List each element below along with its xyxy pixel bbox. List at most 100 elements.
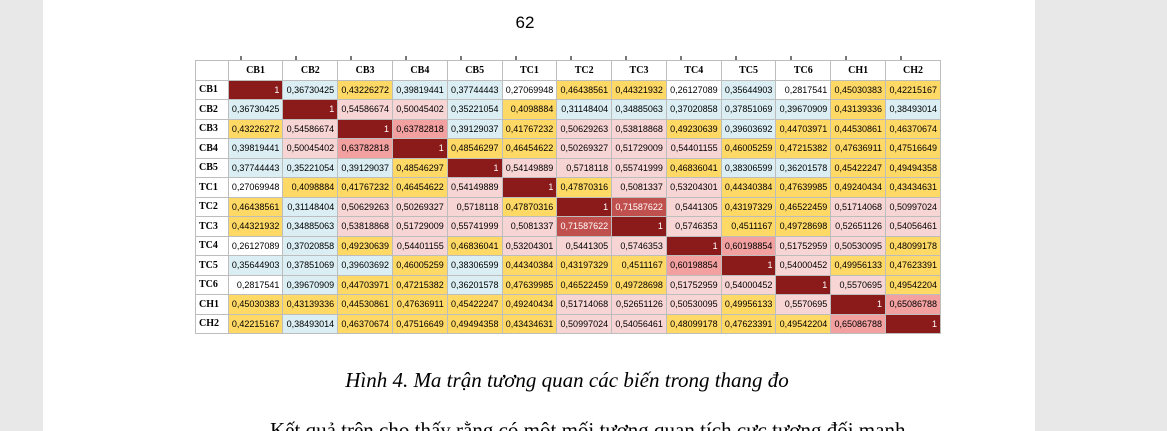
row-header: CB1	[195, 79, 229, 100]
table-cell: 0,53204301	[665, 177, 722, 198]
table-cell: 0,43139336	[282, 294, 339, 315]
table-cell: 0,34885063	[611, 99, 667, 120]
table-cell: 0,60198854	[720, 235, 777, 256]
table-cell: 0,44321932	[611, 79, 667, 100]
column-header: TC4	[665, 60, 722, 81]
table-cell: 0,50997024	[556, 313, 613, 334]
table-cell: 0,49230639	[665, 118, 722, 139]
column-header: TC1	[501, 60, 558, 81]
column-header: CB2	[282, 60, 339, 81]
table-cell: 0,34885063	[282, 216, 339, 237]
table-cell: 0,36201578	[775, 157, 832, 178]
table-row: CH2 0,42215167 0,38493014 0,46370674 0,47516…	[195, 313, 941, 334]
table-cell: 0,46836041	[446, 235, 503, 256]
correlation-matrix-image: CB1 CB2 CB3 CB4 CB5 TC1 TC2 TC3 TC4 TC5 TC6 CH1 CH2 C…	[195, 56, 941, 343]
table-cell: 0,44340384	[720, 177, 777, 198]
table-cell: 0,48099178	[665, 313, 722, 334]
table-row: TC5 0,35644903 0,37851069 0,39603692 0,46005…	[195, 255, 941, 276]
table-cell: 0,27069948	[501, 79, 558, 100]
table-cell: 0,44530861	[830, 118, 887, 139]
table-cell: 0,55741999	[446, 216, 503, 237]
diagonal-cell: 1	[556, 196, 613, 217]
table-cell: 0,54401155	[391, 235, 448, 256]
table-cell: 0,51714068	[830, 196, 887, 217]
table-cell: 0,65086788	[830, 313, 887, 334]
table-cell: 0,49240434	[830, 177, 887, 198]
table-cell: 0,50997024	[885, 196, 941, 217]
table-cell: 0,54056461	[611, 313, 667, 334]
table-cell: 0,54586674	[337, 99, 393, 120]
table-cell: 0,46370674	[885, 118, 941, 139]
table-cell: 0,38493014	[885, 99, 941, 120]
table-cell: 0,2817541	[227, 274, 284, 295]
table-cell: 0,26127089	[665, 79, 722, 100]
table-cell: 0,45422247	[830, 157, 887, 178]
table-cell: 0,39603692	[720, 118, 777, 139]
table-cell: 0,38306599	[446, 255, 503, 276]
table-cell: 0,43139336	[830, 99, 887, 120]
table-cell: 0,65086788	[885, 294, 941, 315]
table-cell: 0,41767232	[501, 118, 558, 139]
table-cell: 0,37744443	[227, 157, 284, 178]
table-cell: 0,49494358	[885, 157, 941, 178]
column-header: CH1	[830, 60, 887, 81]
table-cell: 0,5081337	[611, 177, 667, 198]
table-cell: 0,41767232	[337, 177, 393, 198]
row-header: CH2	[195, 313, 229, 334]
table-cell: 0,46522459	[775, 196, 832, 217]
table-cell: 0,47636911	[391, 294, 448, 315]
table-cell: 0,5081337	[501, 216, 558, 237]
table-cell: 0,54000452	[775, 255, 832, 276]
table-cell: 0,52651126	[611, 294, 667, 315]
column-header: CH2	[885, 60, 941, 81]
table-cell: 0,47870316	[501, 196, 558, 217]
row-header: CB3	[195, 118, 229, 139]
table-cell: 0,50045402	[282, 138, 339, 159]
diagonal-cell: 1	[830, 294, 887, 315]
table-cell: 0,47639985	[501, 274, 558, 295]
table-cell: 0,47636911	[830, 138, 887, 159]
table-cell: 0,54149889	[446, 177, 503, 198]
figure-caption: Hình 4. Ma trận tương quan các biến tron…	[345, 368, 789, 392]
diagonal-cell: 1	[611, 216, 667, 237]
table-cell: 0,5441305	[665, 196, 722, 217]
table-cell: 0,51752959	[665, 274, 722, 295]
table-row: TC2 0,46438561 0,31148404 0,50629263 0,50269…	[195, 196, 941, 217]
table-cell: 0,54000452	[720, 274, 777, 295]
table-cell: 0,50530095	[830, 235, 887, 256]
row-header: TC5	[195, 255, 229, 276]
table-cell: 0,39819441	[227, 138, 284, 159]
table-cell: 0,46836041	[665, 157, 722, 178]
row-header: CB4	[195, 138, 229, 159]
table-cell: 0,49542204	[885, 274, 941, 295]
table-cell: 0,55741999	[611, 157, 667, 178]
table-cell: 0,47870316	[556, 177, 613, 198]
table-cell: 0,51752959	[775, 235, 832, 256]
table-cell: 0,36730425	[227, 99, 284, 120]
table-cell: 0,48099178	[885, 235, 941, 256]
table-cell: 0,39670909	[775, 99, 832, 120]
table-cell: 0,49728698	[775, 216, 832, 237]
table-cell: 0,37851069	[282, 255, 339, 276]
table-cell: 0,39129037	[337, 157, 393, 178]
table-cell: 0,44703971	[337, 274, 393, 295]
table-row: CB4 0,39819441 0,50045402 0,63782818 1 0,4854…	[195, 138, 941, 159]
table-cell: 0,43197329	[556, 255, 613, 276]
table-cell: 0,49230639	[337, 235, 393, 256]
diagonal-cell: 1	[885, 313, 941, 334]
table-cell: 0,50045402	[391, 99, 448, 120]
table-cell: 0,63782818	[391, 118, 448, 139]
table-cell: 0,47516649	[885, 138, 941, 159]
table-cell: 0,44530861	[337, 294, 393, 315]
table-cell: 0,4098884	[501, 99, 558, 120]
table-cell: 0,31148404	[556, 99, 613, 120]
column-header: CB4	[391, 60, 448, 81]
table-cell: 0,4098884	[282, 177, 339, 198]
table-cell: 0,35221054	[446, 99, 503, 120]
table-cell: 0,5718118	[446, 196, 503, 217]
diagonal-cell: 1	[446, 157, 503, 178]
table-row: TC4 0,26127089 0,37020858 0,49230639 0,54401…	[195, 235, 941, 256]
column-header: TC3	[611, 60, 667, 81]
table-cell: 0,49728698	[611, 274, 667, 295]
table-cell: 0,48546297	[446, 138, 503, 159]
